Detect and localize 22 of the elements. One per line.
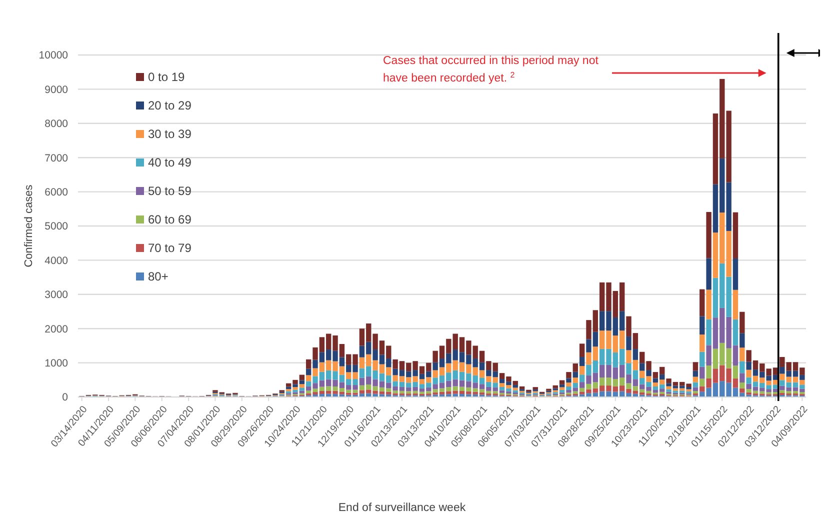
legend-label: 40 to 49 bbox=[148, 156, 192, 170]
y-tick-label: 3000 bbox=[44, 289, 68, 302]
legend-label: 20 to 29 bbox=[148, 98, 192, 113]
y-tick-label: 10000 bbox=[38, 50, 68, 62]
y-tick-label: 0 bbox=[62, 392, 68, 404]
legend-label: 0 to 19 bbox=[148, 70, 186, 84]
y-tick-label: 4000 bbox=[44, 254, 68, 267]
x-axis-title: End of surveillance week bbox=[338, 502, 466, 514]
y-tick-label: 5000 bbox=[44, 220, 68, 233]
annotation: Cases that occurred in this period may not have been recorded yet. $^{2}$ bbox=[383, 55, 600, 84]
legend-label: 60 to 69 bbox=[148, 212, 192, 227]
legend-label: 70 to 79 bbox=[148, 241, 192, 256]
y-tick-label: 7000 bbox=[44, 152, 68, 164]
y-tick-label: 8000 bbox=[44, 118, 68, 130]
y-tick-label: 1000 bbox=[44, 357, 68, 370]
y-tick-label: 2000 bbox=[44, 323, 68, 336]
y-axis-title: Confirmed cases bbox=[23, 184, 35, 268]
y-tick-label: 6000 bbox=[44, 186, 68, 198]
legend-label: 80+ bbox=[148, 270, 168, 284]
legend-label: 30 to 39 bbox=[148, 127, 192, 142]
y-tick-label: 9000 bbox=[44, 84, 68, 96]
legend-label: 50 to 59 bbox=[148, 184, 192, 198]
